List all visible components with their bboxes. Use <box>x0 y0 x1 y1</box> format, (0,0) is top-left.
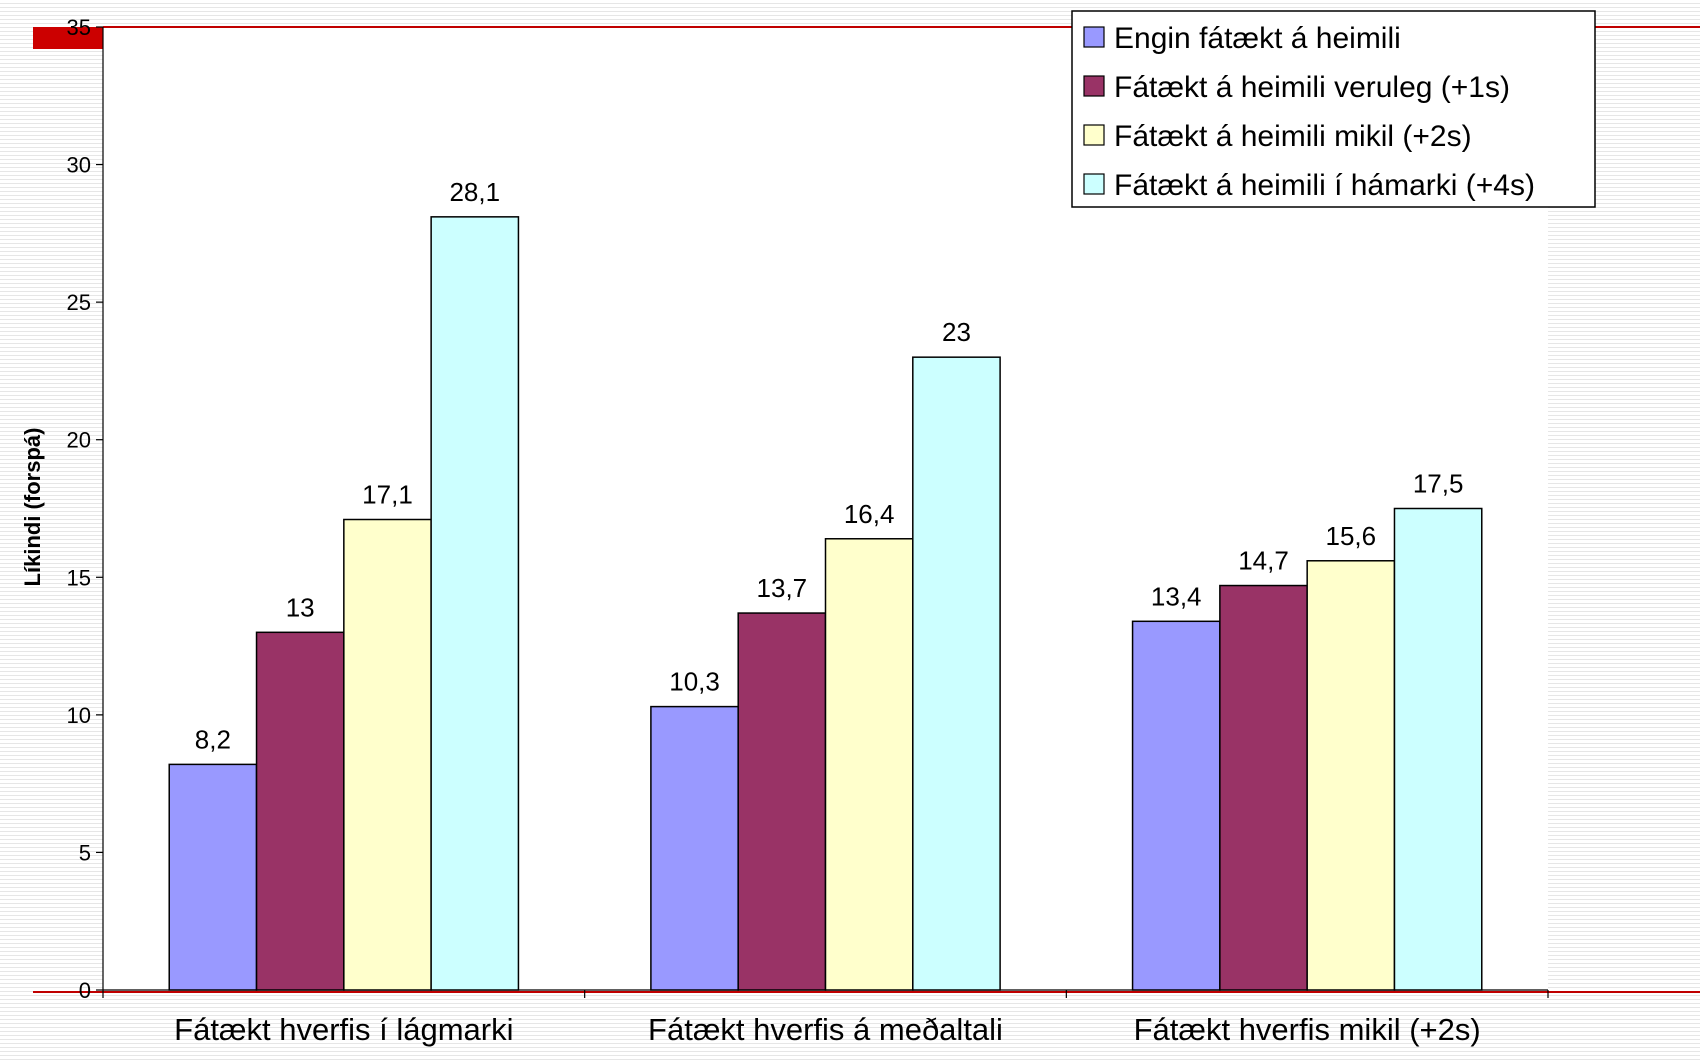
x-category-label: Fátækt hverfis á meðaltali <box>648 1012 1003 1047</box>
bar <box>650 705 739 991</box>
legend-swatch <box>1083 124 1105 146</box>
bar <box>343 518 432 991</box>
data-label: 10,3 <box>669 667 720 697</box>
slide-accent-block <box>33 27 103 49</box>
data-label: 15,6 <box>1326 521 1377 551</box>
data-label: 16,4 <box>844 499 895 529</box>
y-tick-label: 5 <box>79 840 91 865</box>
legend: Engin fátækt á heimili Fátækt á heimili v… <box>1071 10 1596 208</box>
data-label: 13,4 <box>1151 581 1202 611</box>
data-label: 13 <box>286 592 315 622</box>
bar <box>1306 560 1396 991</box>
data-label: 8,2 <box>195 724 231 754</box>
data-label: 17,1 <box>362 480 413 510</box>
legend-swatch <box>1083 173 1105 195</box>
y-tick-label: 0 <box>79 978 91 1003</box>
bar <box>824 538 914 991</box>
data-label: 23 <box>942 317 971 347</box>
bar <box>168 763 258 991</box>
y-tick-label: 15 <box>67 565 91 590</box>
legend-swatch <box>1083 75 1105 97</box>
data-label: 28,1 <box>449 177 500 207</box>
bar <box>912 356 1001 991</box>
legend-item: Engin fátækt á heimili <box>1114 22 1401 55</box>
y-tick-label: 25 <box>67 290 91 315</box>
y-axis-label: Líkindi (forspá) <box>20 428 45 587</box>
x-category-label: Fátækt hverfis mikil (+2s) <box>1134 1012 1481 1047</box>
bar <box>737 612 827 991</box>
y-tick-label: 35 <box>67 15 91 40</box>
legend-item: Fátækt á heimili veruleg (+1s) <box>1114 71 1510 104</box>
legend-item: Fátækt á heimili í hámarki (+4s) <box>1114 169 1535 202</box>
bar <box>255 631 345 991</box>
y-tick-label: 30 <box>67 153 91 178</box>
y-tick-label: 10 <box>67 703 91 728</box>
bar <box>1131 620 1221 991</box>
bar <box>430 216 520 991</box>
x-category-label: Fátækt hverfis í lágmarki <box>174 1012 513 1047</box>
data-label: 14,7 <box>1238 546 1289 576</box>
data-label: 17,5 <box>1413 469 1464 499</box>
legend-swatch <box>1083 26 1105 48</box>
legend-item: Fátækt á heimili mikil (+2s) <box>1114 120 1472 153</box>
legend-box <box>1071 10 1596 208</box>
data-label: 13,7 <box>757 573 808 603</box>
y-tick-label: 20 <box>67 428 91 453</box>
bar <box>1219 584 1308 991</box>
bar <box>1393 507 1483 991</box>
